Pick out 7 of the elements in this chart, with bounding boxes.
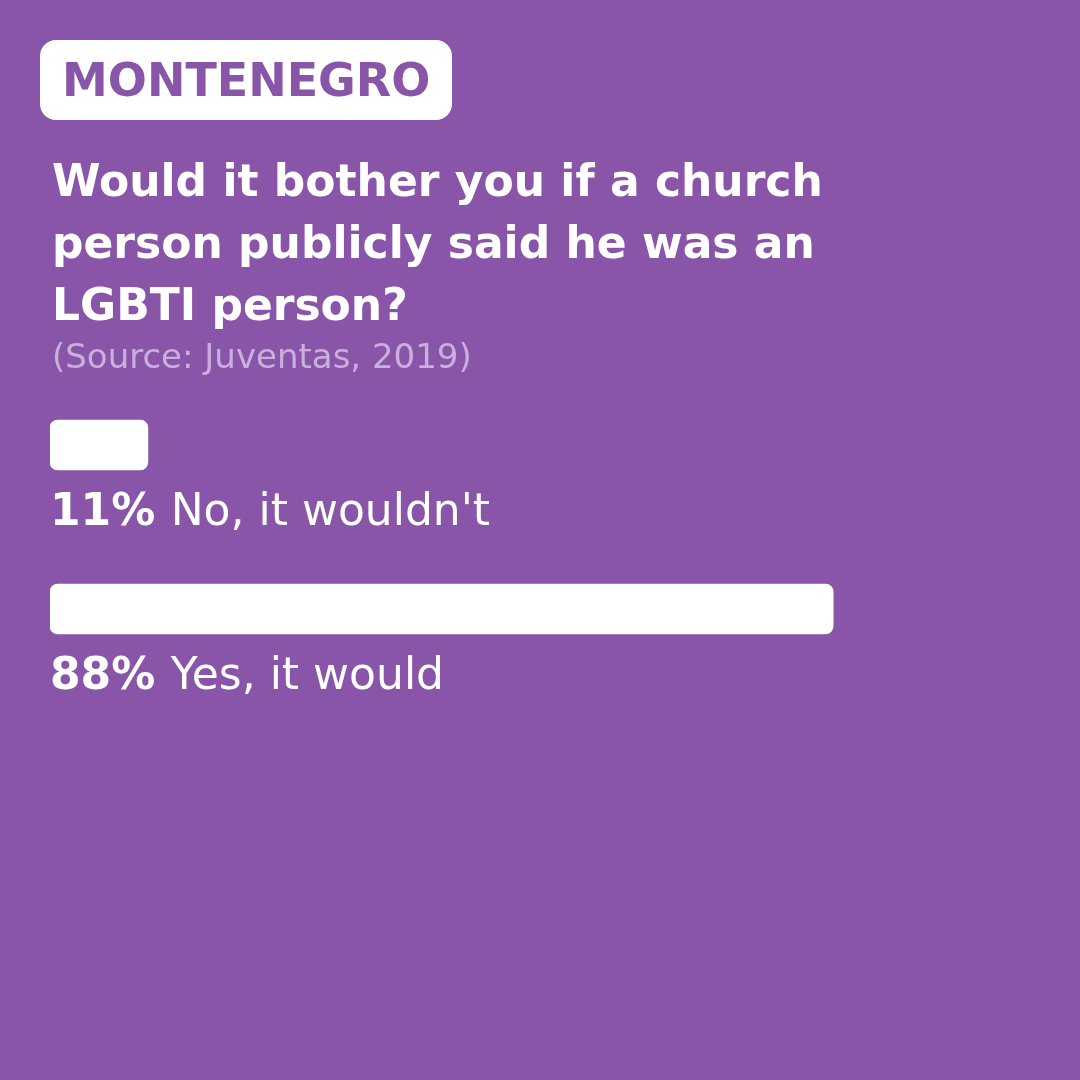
text: (Source: Juventas, 2019) (52, 336, 472, 376)
y-tick-label: No, it wouldn't (170, 484, 491, 535)
y-tick-label: Yes, it would (169, 648, 445, 699)
chart-subtitle: MONTENEGRO (40, 40, 453, 120)
chart-title: Would it bother you if a church person publicly said he was an LGBTI person? (52, 154, 824, 332)
data-label: 88% (50, 648, 156, 699)
data-label: 11% (50, 484, 156, 535)
